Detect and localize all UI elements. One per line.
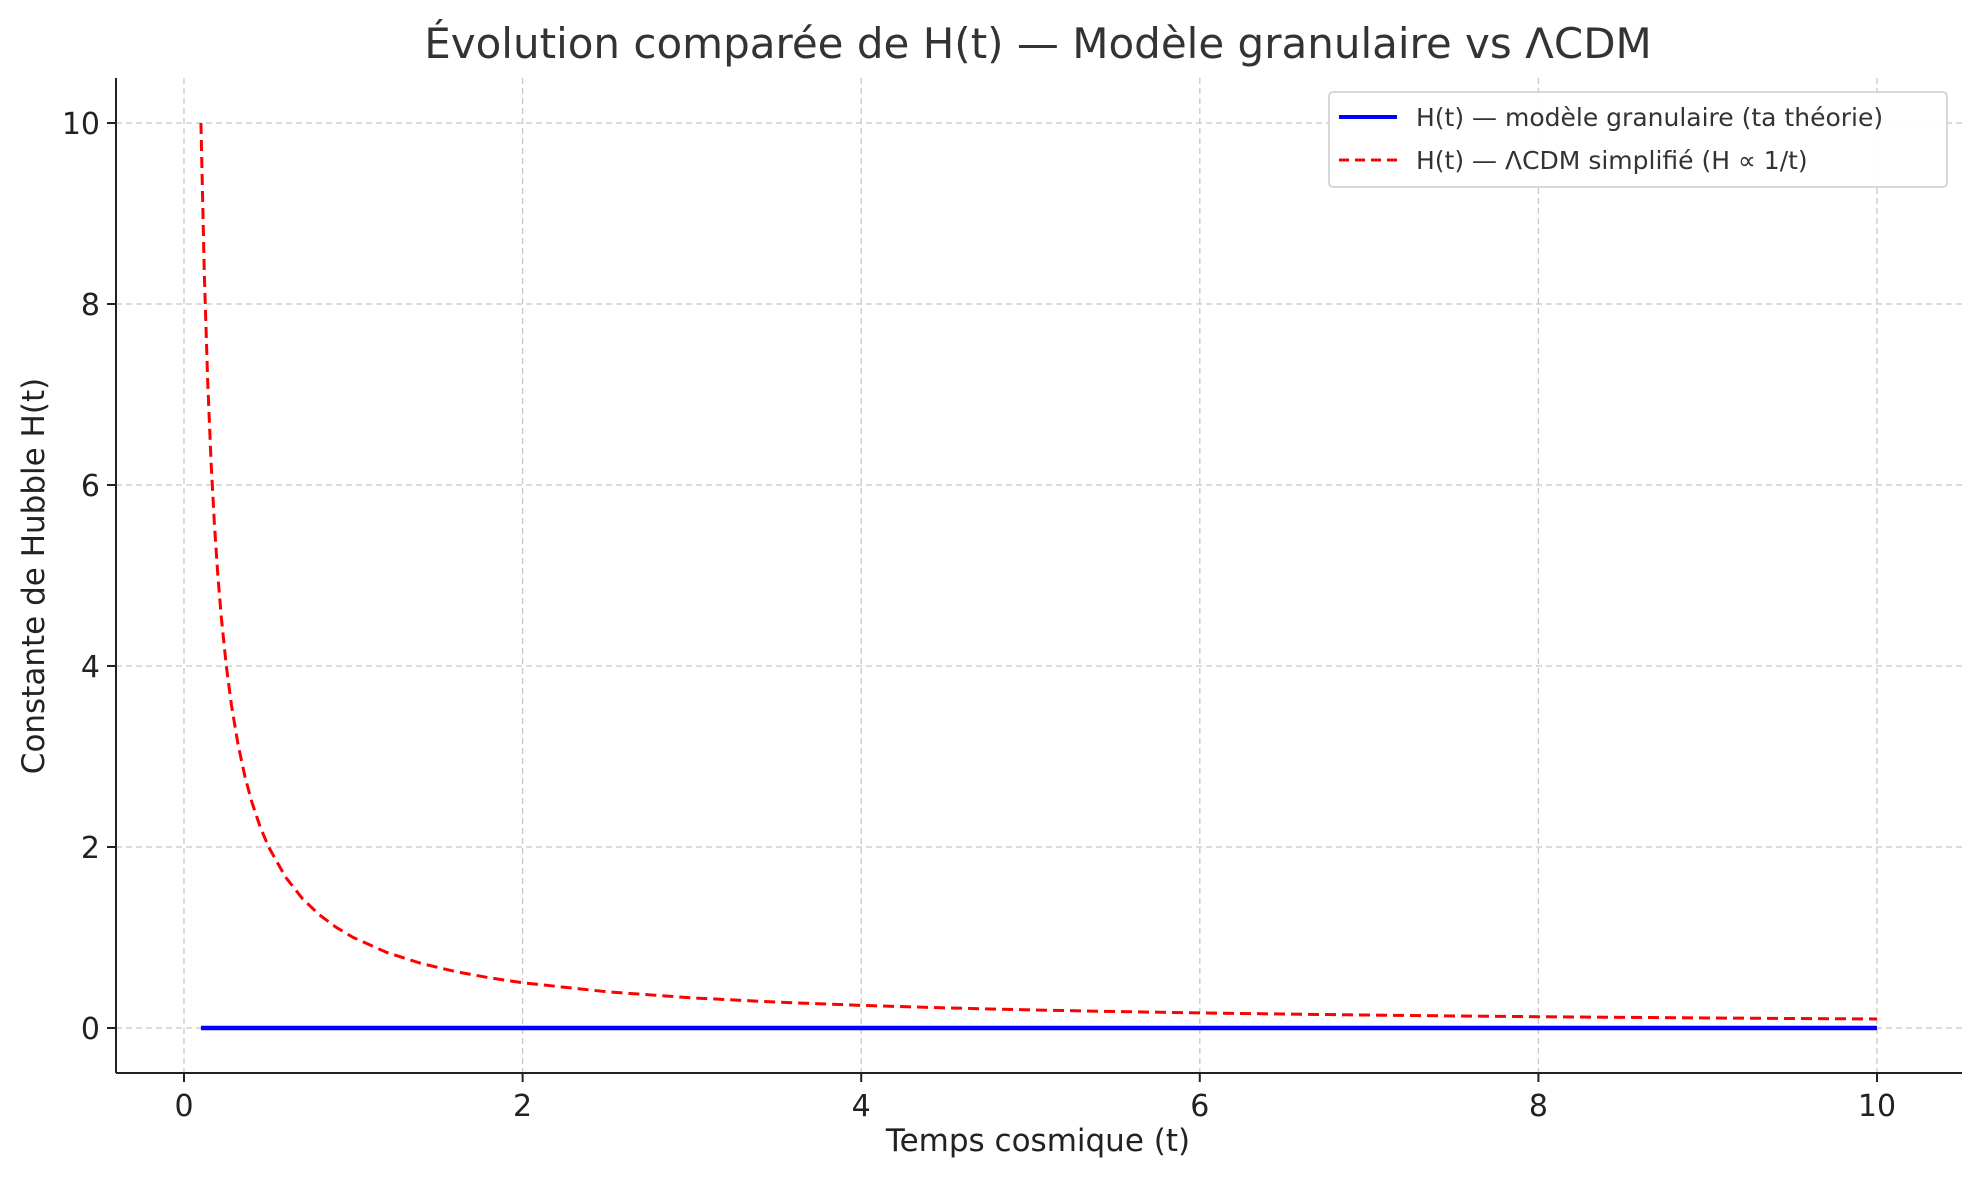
x-axis-label: Temps cosmique (t) [885, 1123, 1190, 1159]
legend-label-lcdm: H(t) — ΛCDM simplifié (H ∝ 1/t) [1416, 146, 1808, 175]
x-tick-label-4: 8 [1529, 1089, 1548, 1124]
x-tick-label-1: 2 [513, 1089, 532, 1124]
series-group [199, 122, 1878, 1031]
series-line-lcdm [199, 122, 1878, 1021]
axes [115, 78, 1962, 1074]
y-tick-label-2: 4 [81, 650, 100, 685]
ticks: 0 2 4 6 8 10 0 2 4 6 8 10 [62, 107, 1896, 1124]
x-tick-label-3: 6 [1190, 1089, 1209, 1124]
x-tick-label-5: 10 [1858, 1089, 1896, 1124]
legend-box [1328, 91, 1948, 188]
y-tick-label-4: 8 [81, 288, 100, 323]
y-tick-label-5: 10 [62, 107, 100, 142]
chart-title: Évolution comparée de H(t) — Modèle gran… [424, 18, 1652, 68]
legend: H(t) — modèle granulaire (ta théorie) H(… [1328, 91, 1948, 188]
x-tick-label-0: 0 [174, 1089, 193, 1124]
grid [116, 78, 1962, 1073]
legend-label-granular: H(t) — modèle granulaire (ta théorie) [1416, 103, 1883, 132]
y-tick-label-3: 6 [81, 469, 100, 504]
y-axis-label: Constante de Hubble H(t) [16, 378, 52, 774]
y-tick-label-0: 0 [81, 1012, 100, 1047]
y-tick-label-1: 2 [81, 831, 100, 866]
x-tick-label-2: 4 [852, 1089, 871, 1124]
